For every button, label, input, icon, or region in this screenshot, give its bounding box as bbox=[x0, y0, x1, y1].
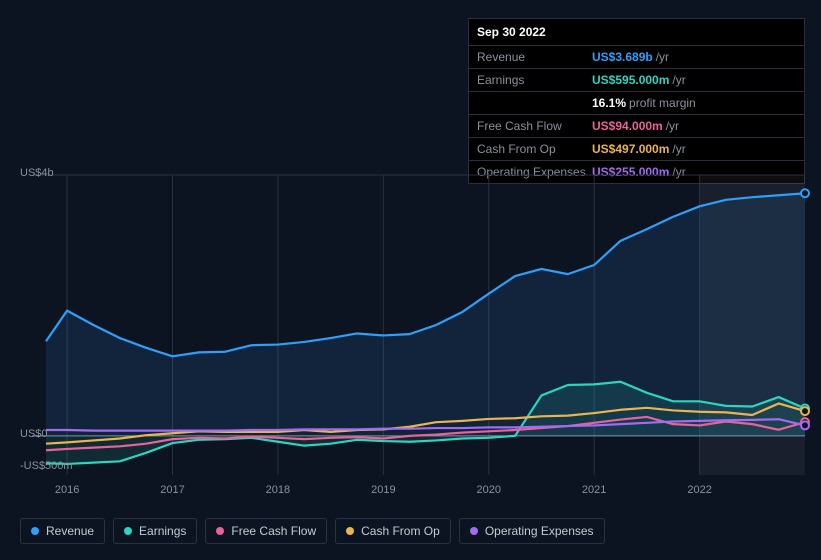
legend-item[interactable]: Earnings bbox=[113, 518, 197, 544]
legend-dot-icon bbox=[31, 527, 39, 535]
tooltip-label: Revenue bbox=[477, 50, 592, 64]
tooltip-row: Cash From OpUS$497.000m/yr bbox=[469, 138, 804, 161]
tooltip-value: US$595.000m/yr bbox=[592, 73, 686, 87]
legend-item[interactable]: Cash From Op bbox=[335, 518, 451, 544]
legend-label: Free Cash Flow bbox=[231, 524, 316, 538]
tooltip-value: US$3.689b/yr bbox=[592, 50, 669, 64]
chart-legend: Revenue Earnings Free Cash Flow Cash From O… bbox=[20, 518, 605, 544]
chart-tooltip: Sep 30 2022 RevenueUS$3.689b/yrEarningsU… bbox=[468, 18, 805, 184]
x-axis-label: 2021 bbox=[582, 484, 606, 496]
y-axis-label: US$4b bbox=[20, 167, 54, 179]
x-axis-label: 2016 bbox=[55, 484, 79, 496]
legend-label: Operating Expenses bbox=[485, 524, 594, 538]
x-axis-label: 2017 bbox=[160, 484, 184, 496]
tooltip-row: Free Cash FlowUS$94.000m/yr bbox=[469, 115, 804, 138]
legend-item[interactable]: Free Cash Flow bbox=[205, 518, 327, 544]
legend-item[interactable]: Revenue bbox=[20, 518, 105, 544]
x-axis-label: 2018 bbox=[266, 484, 290, 496]
legend-dot-icon bbox=[346, 527, 354, 535]
legend-dot-icon bbox=[470, 527, 478, 535]
financial-chart[interactable] bbox=[16, 175, 805, 475]
x-axis-label: 2020 bbox=[477, 484, 501, 496]
x-axis-label: 2019 bbox=[371, 484, 395, 496]
tooltip-value: US$94.000m/yr bbox=[592, 119, 679, 133]
legend-dot-icon bbox=[124, 527, 132, 535]
tooltip-label: Free Cash Flow bbox=[477, 119, 592, 133]
legend-label: Earnings bbox=[139, 524, 186, 538]
tooltip-row: 16.1%profit margin bbox=[469, 92, 804, 115]
y-axis-label: US$0 bbox=[20, 428, 48, 440]
tooltip-label: Cash From Op bbox=[477, 142, 592, 156]
tooltip-label: Earnings bbox=[477, 73, 592, 87]
tooltip-date: Sep 30 2022 bbox=[469, 19, 804, 46]
tooltip-label bbox=[477, 96, 592, 110]
tooltip-value: 16.1%profit margin bbox=[592, 96, 696, 110]
tooltip-row: EarningsUS$595.000m/yr bbox=[469, 69, 804, 92]
legend-label: Revenue bbox=[46, 524, 94, 538]
legend-item[interactable]: Operating Expenses bbox=[459, 518, 605, 544]
legend-label: Cash From Op bbox=[361, 524, 440, 538]
tooltip-value: US$497.000m/yr bbox=[592, 142, 686, 156]
legend-dot-icon bbox=[216, 527, 224, 535]
y-axis-label: -US$500m bbox=[20, 460, 73, 472]
tooltip-row: RevenueUS$3.689b/yr bbox=[469, 46, 804, 69]
x-axis-label: 2022 bbox=[687, 484, 711, 496]
